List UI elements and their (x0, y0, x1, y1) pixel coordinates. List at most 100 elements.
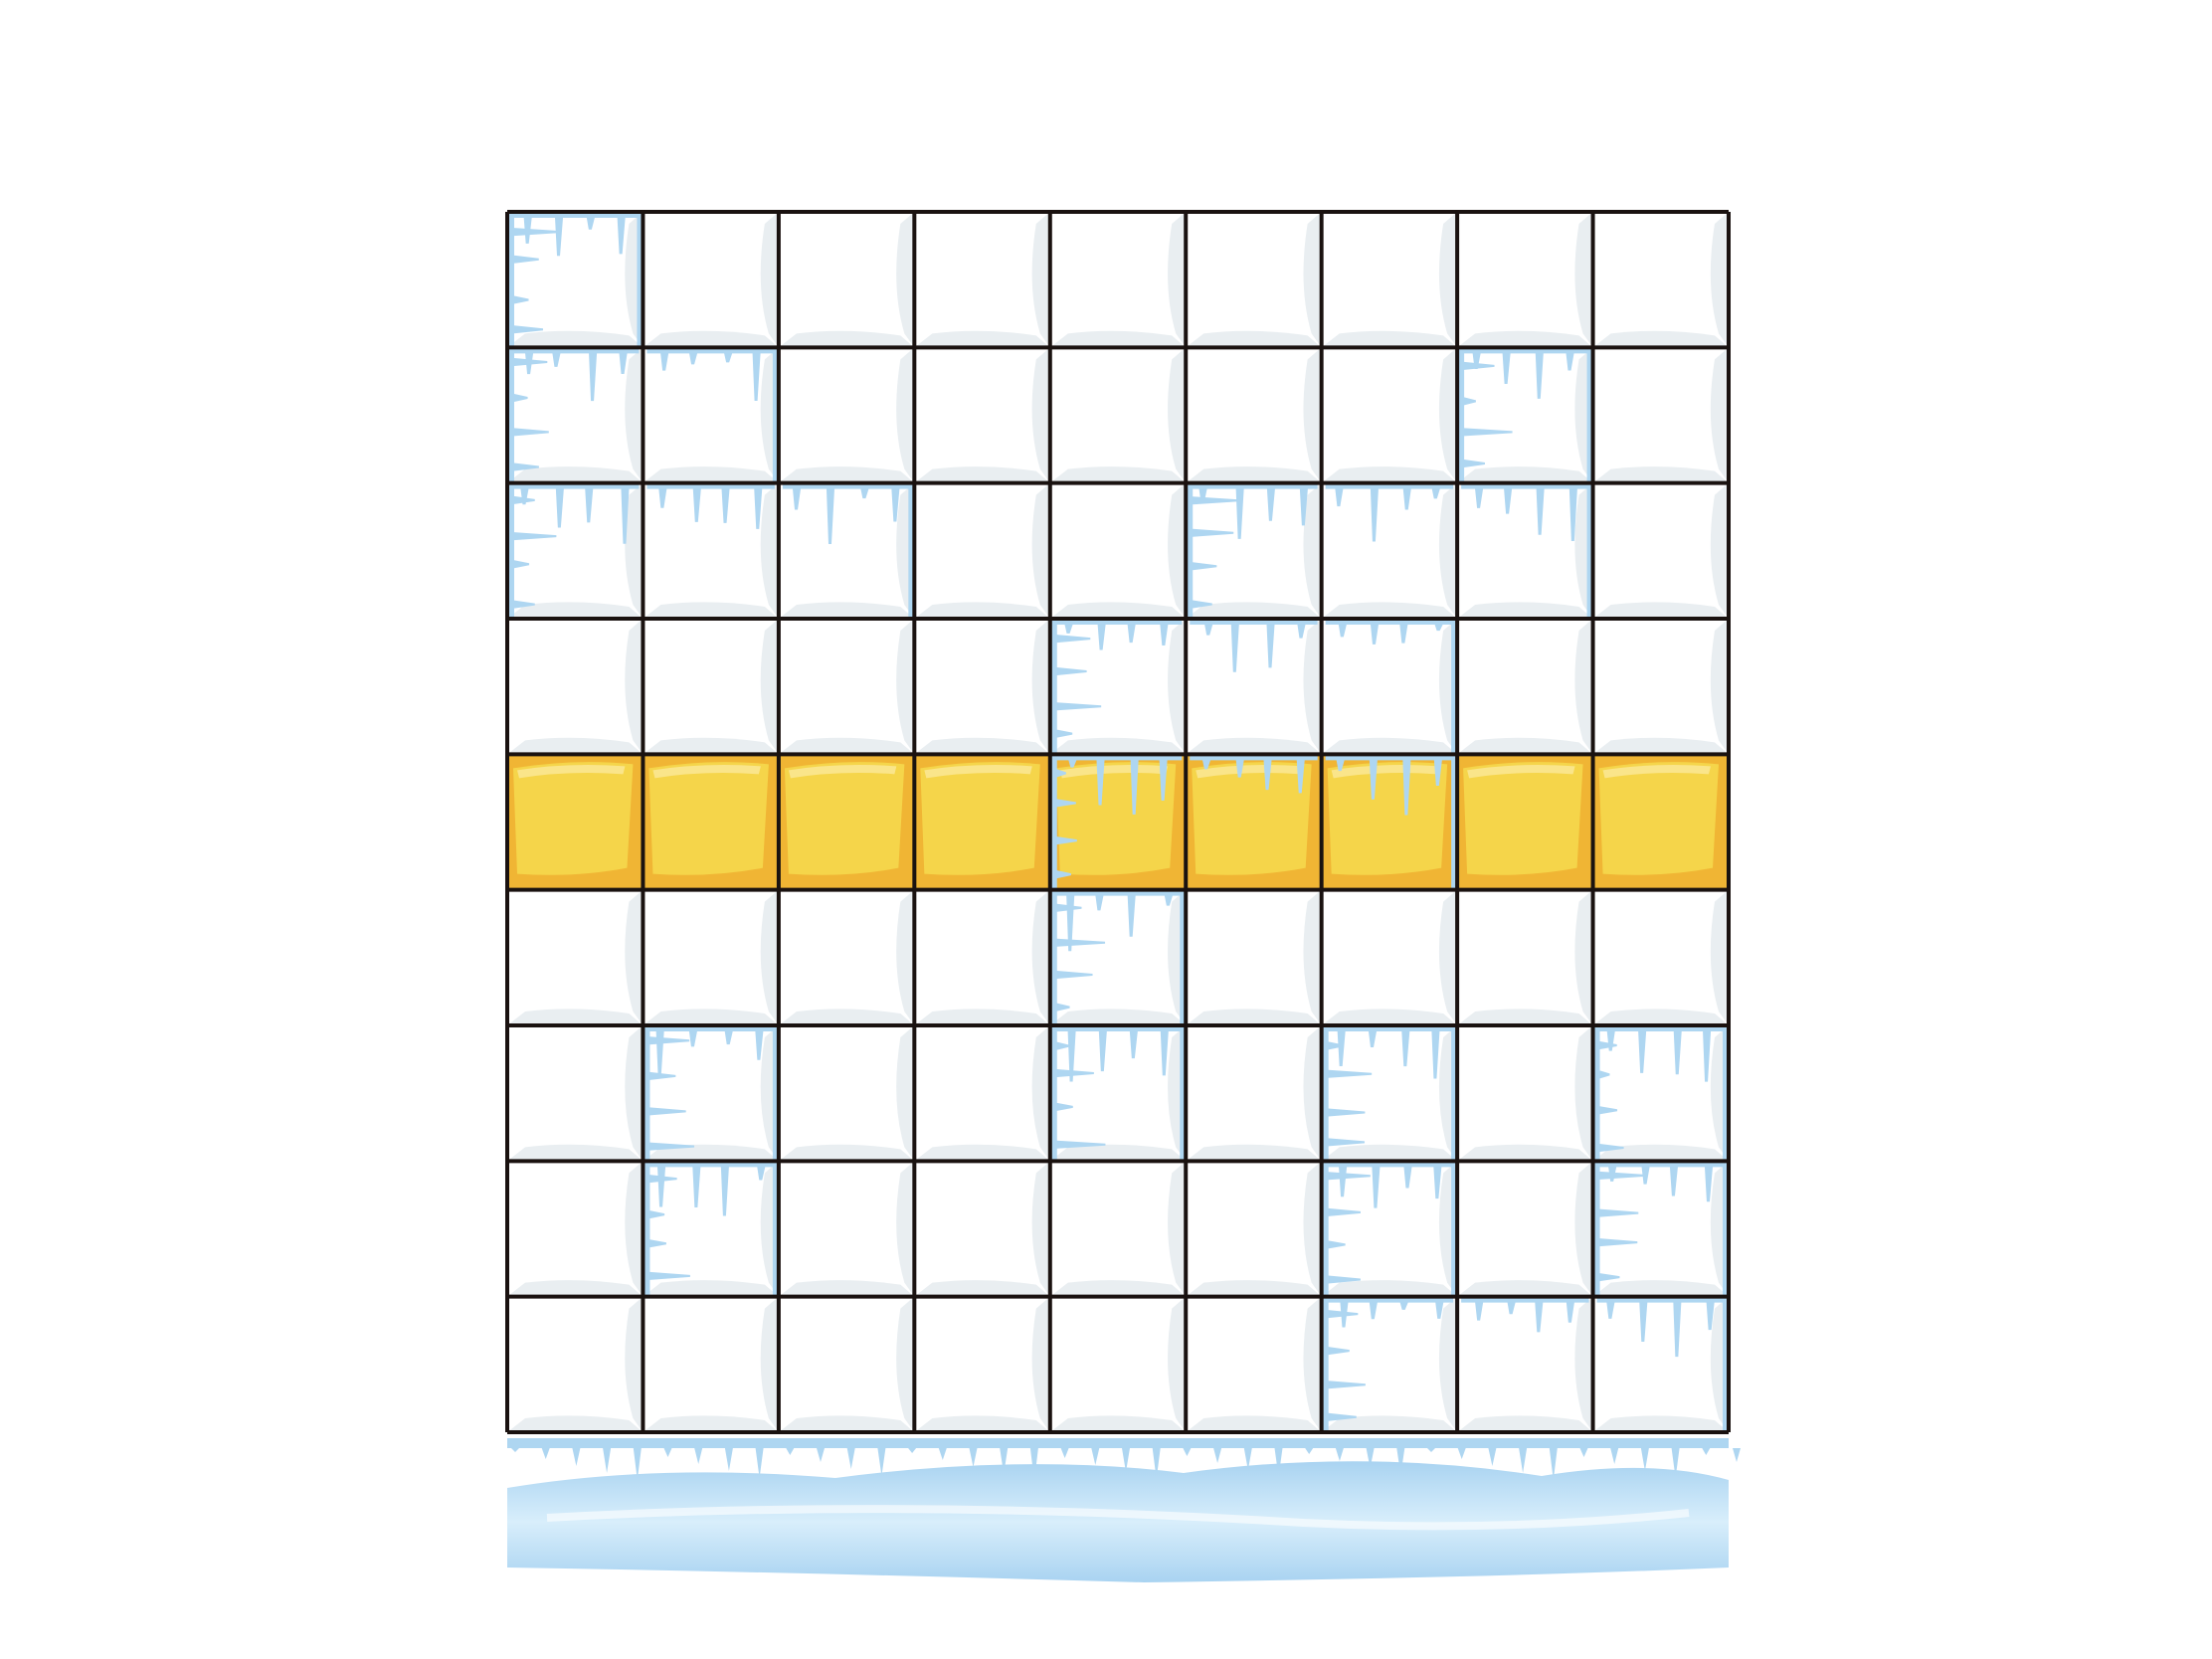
grid-cell[interactable] (1049, 347, 1187, 483)
grid-cell[interactable] (1186, 1025, 1322, 1162)
grid-cell[interactable] (507, 619, 644, 755)
grid-cell[interactable] (914, 212, 1050, 348)
grid-cell[interactable] (643, 619, 779, 755)
frozen-cell-ice (1325, 482, 1454, 542)
cell-shadow (896, 619, 915, 755)
cell-face (1186, 1025, 1322, 1162)
cell-shadow (1303, 1296, 1322, 1432)
grid-cell[interactable] (1049, 1296, 1187, 1432)
grid-cell[interactable] (778, 1161, 915, 1297)
grid-cell[interactable] (643, 889, 779, 1025)
grid-cell[interactable] (1186, 1296, 1322, 1432)
grid-cell[interactable] (1592, 482, 1729, 619)
grid-cell[interactable] (914, 1296, 1050, 1432)
grid-cell[interactable] (914, 619, 1050, 755)
ice-edge (1586, 482, 1593, 619)
grid-cell[interactable] (1457, 754, 1593, 890)
grid-cell[interactable] (1592, 889, 1729, 1025)
grid-cell[interactable] (1186, 619, 1322, 755)
grid-cell[interactable] (1592, 347, 1729, 483)
grid-cell[interactable] (914, 1161, 1050, 1297)
grid-cell[interactable] (1321, 482, 1458, 619)
icicle-icon (1325, 1161, 1454, 1208)
grid-cell[interactable] (507, 1161, 644, 1297)
highlight-cell-gloss (788, 765, 897, 779)
grid-cell[interactable] (914, 1025, 1050, 1162)
grid-cells (507, 212, 1729, 1432)
grid-cell[interactable] (1321, 889, 1458, 1025)
grid-cell[interactable] (914, 482, 1050, 619)
cell-shadow-bottom (1457, 602, 1593, 619)
grid-cell[interactable] (778, 212, 915, 348)
frozen-cell-ice (1592, 1025, 1729, 1162)
grid-cell[interactable] (914, 754, 1050, 890)
grid-cell[interactable] (507, 482, 644, 619)
cell-shadow (1168, 1161, 1187, 1297)
grid-cell[interactable] (1186, 347, 1322, 483)
highlight-cell-gloss (652, 765, 761, 779)
frozen-cell-ice (507, 347, 640, 483)
frozen-cell-ice (1190, 619, 1318, 672)
grid-cell[interactable] (778, 347, 915, 483)
grid-cell[interactable] (1049, 754, 1187, 890)
cell-shadow-bottom (1049, 330, 1187, 348)
cell-shadow-bottom (643, 330, 779, 348)
grid-cell[interactable] (643, 1296, 779, 1432)
icicle-icon (1186, 482, 1239, 619)
grid-cell[interactable] (778, 754, 915, 890)
grid-cell[interactable] (1457, 212, 1593, 348)
grid-cell[interactable] (507, 754, 644, 890)
grid-cell[interactable] (1321, 754, 1458, 890)
grid-cell[interactable] (507, 1025, 644, 1162)
cell-shadow-bottom (778, 1280, 915, 1297)
grid-cell[interactable] (1592, 1296, 1729, 1432)
grid-cell[interactable] (507, 889, 644, 1025)
grid-cell[interactable] (1592, 754, 1729, 890)
grid-cell[interactable] (1321, 619, 1458, 755)
grid-cell[interactable] (1321, 347, 1458, 483)
cell-shadow-bottom (1592, 1280, 1729, 1297)
grid-cell[interactable] (778, 482, 915, 619)
grid-cell[interactable] (1049, 212, 1187, 348)
icicle-icon (1596, 1025, 1725, 1082)
cell-face (1457, 1161, 1593, 1297)
icicle-icon (1325, 754, 1454, 816)
grid-cell[interactable] (778, 1296, 915, 1432)
grid-cell[interactable] (1049, 889, 1187, 1025)
grid-cell[interactable] (914, 889, 1050, 1025)
grid-cell[interactable] (778, 889, 915, 1025)
grid-cell[interactable] (1186, 212, 1322, 348)
grid-cell[interactable] (778, 1025, 915, 1162)
grid-cell[interactable] (1049, 1161, 1187, 1297)
grid-cell[interactable] (1186, 482, 1322, 619)
grid-cell[interactable] (1457, 1025, 1593, 1162)
cell-face (778, 1025, 915, 1162)
grid-cell[interactable] (1592, 212, 1729, 348)
grid-cell[interactable] (778, 619, 915, 755)
grid-cell[interactable] (643, 754, 779, 890)
cell-shadow-bottom (507, 1415, 644, 1432)
grid-cell[interactable] (1321, 212, 1458, 348)
grid-cell[interactable] (1049, 482, 1187, 619)
grid-cell[interactable] (1457, 889, 1593, 1025)
cell-face (778, 212, 915, 348)
cell-face (1457, 1025, 1593, 1162)
cell-face (914, 347, 1050, 483)
grid-cell[interactable] (1457, 1161, 1593, 1297)
grid-cell[interactable] (1457, 619, 1593, 755)
cell-face (1321, 212, 1458, 348)
grid-cell[interactable] (1186, 1161, 1322, 1297)
icicle-icon (1457, 347, 1513, 483)
cell-shadow (1710, 619, 1729, 755)
cell-face (1049, 482, 1187, 619)
grid-cell[interactable] (1592, 619, 1729, 755)
grid-cell[interactable] (914, 347, 1050, 483)
grid-cell[interactable] (507, 1296, 644, 1432)
cell-shadow (1303, 619, 1322, 755)
cell-shadow (1168, 347, 1187, 483)
grid-cell[interactable] (643, 212, 779, 348)
cell-face (1592, 482, 1729, 619)
frozen-cell-ice (1049, 889, 1187, 1025)
grid-cell[interactable] (1186, 889, 1322, 1025)
cell-shadow-bottom (778, 1415, 915, 1432)
